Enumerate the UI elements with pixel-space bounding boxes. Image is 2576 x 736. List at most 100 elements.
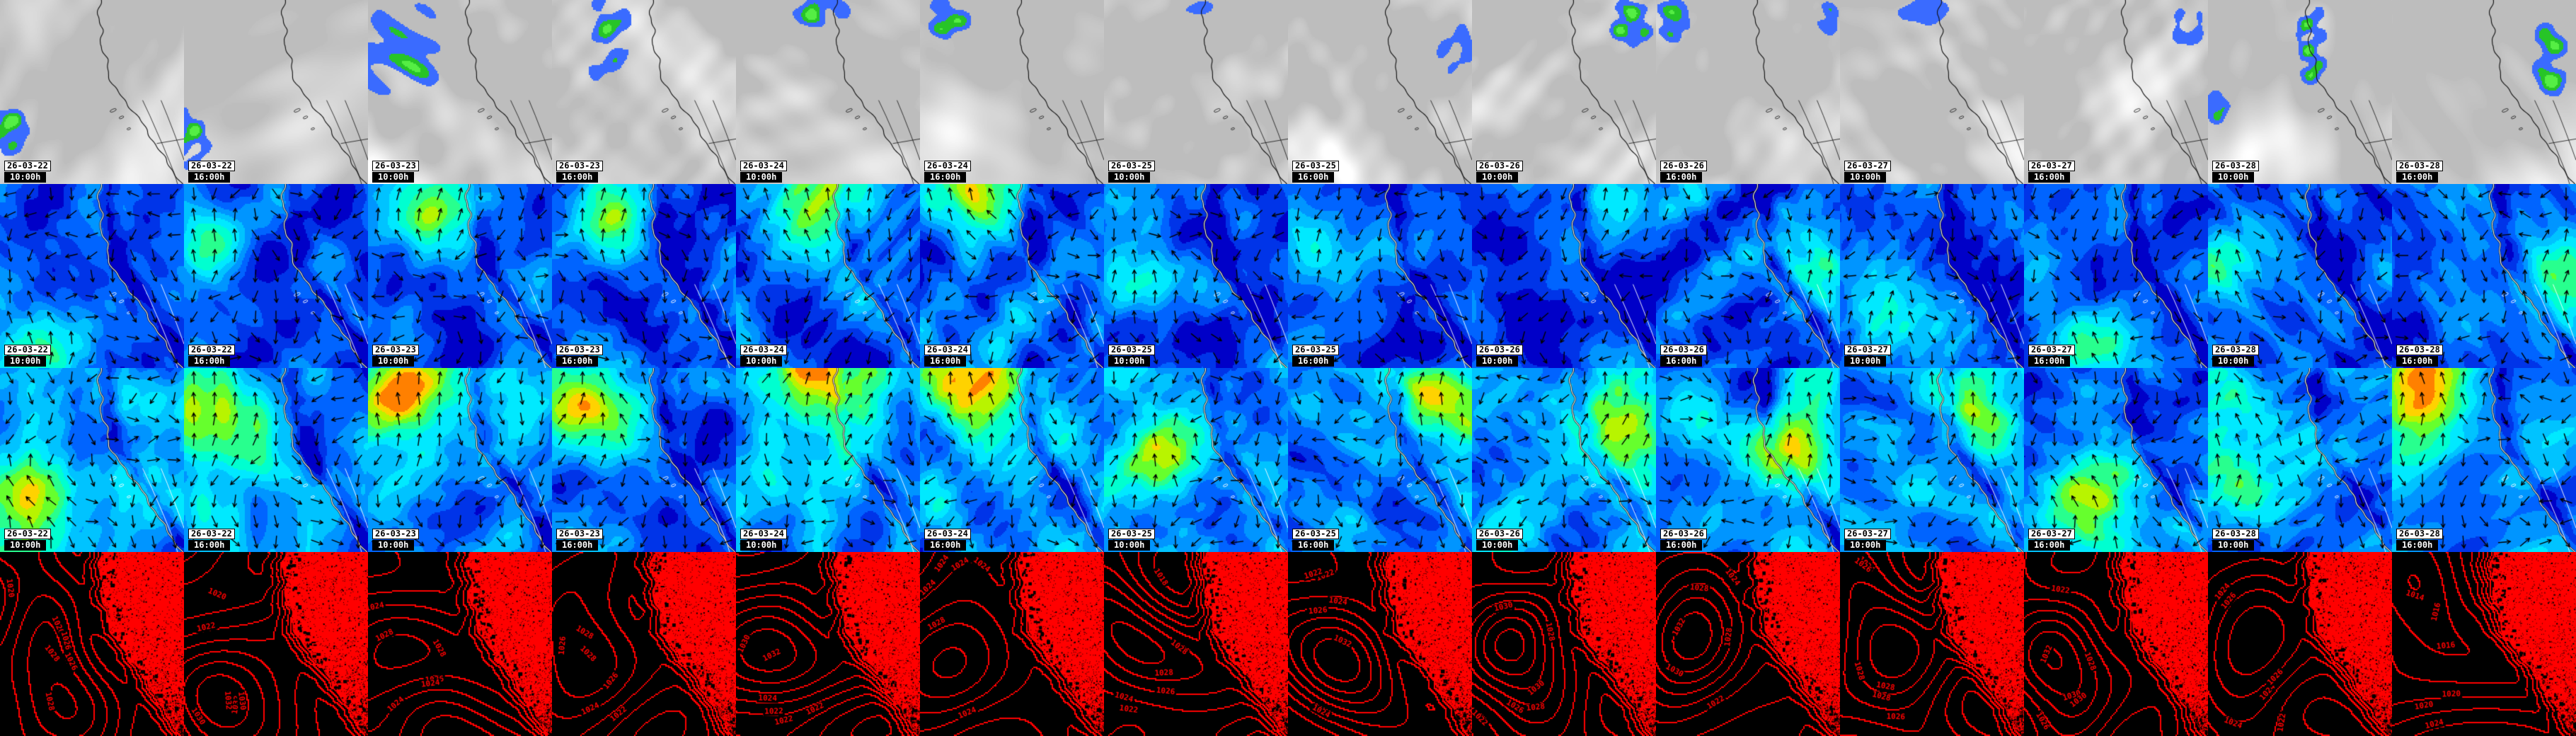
date-label: 26-03-24 xyxy=(740,529,787,539)
time-label: 10:00h xyxy=(1844,356,1887,367)
panel-wind-field-map-b-col1: 26-03-22 10:00h xyxy=(0,368,184,552)
date-label: 26-03-26 xyxy=(1476,345,1523,355)
time-label: 16:00h xyxy=(2028,172,2071,183)
panel-sea-level-pressure-map-col3 xyxy=(368,552,552,736)
panel-sea-level-pressure-map-col1 xyxy=(0,552,184,736)
panel-cloud-cover-precip-map-col1: 26-03-22 10:00h xyxy=(0,0,184,184)
wind-field-map-a-canvas xyxy=(920,184,1104,368)
panel-cloud-cover-precip-map-col8: 26-03-25 16:00h xyxy=(1288,0,1472,184)
wind-field-map-a-canvas xyxy=(1472,184,1656,368)
date-label: 26-03-22 xyxy=(188,161,235,171)
panel-wind-field-map-a-col11: 26-03-27 10:00h xyxy=(1840,184,2024,368)
sea-level-pressure-map-canvas xyxy=(1104,552,1288,736)
time-label: 10:00h xyxy=(740,356,783,367)
cloud-cover-precip-map-canvas xyxy=(2208,0,2392,184)
panel-sea-level-pressure-map-col7 xyxy=(1104,552,1288,736)
panel-cloud-cover-precip-map-col14: 26-03-28 16:00h xyxy=(2392,0,2576,184)
wind-field-map-a-canvas xyxy=(1288,184,1472,368)
date-label: 26-03-24 xyxy=(924,345,971,355)
cloud-cover-precip-map-canvas xyxy=(368,0,552,184)
wind-field-map-a-canvas xyxy=(2208,184,2392,368)
time-label: 10:00h xyxy=(1844,540,1887,551)
time-label: 16:00h xyxy=(1292,356,1335,367)
panel-wind-field-map-a-col13: 26-03-28 10:00h xyxy=(2208,184,2392,368)
panel-wind-field-map-a-col4: 26-03-23 16:00h xyxy=(552,184,736,368)
panel-sea-level-pressure-map-col12 xyxy=(2024,552,2208,736)
wind-field-map-a-canvas xyxy=(368,184,552,368)
sea-level-pressure-map-canvas xyxy=(368,552,552,736)
date-label: 26-03-26 xyxy=(1660,529,1707,539)
panel-wind-field-map-a-col1: 26-03-22 10:00h xyxy=(0,184,184,368)
cloud-cover-precip-map-canvas xyxy=(2392,0,2576,184)
panel-wind-field-map-b-col2: 26-03-22 16:00h xyxy=(184,368,368,552)
panel-cloud-cover-precip-map-col9: 26-03-26 10:00h xyxy=(1472,0,1656,184)
date-label: 26-03-27 xyxy=(1844,161,1891,171)
time-label: 16:00h xyxy=(2396,172,2439,183)
time-label: 10:00h xyxy=(2212,172,2255,183)
panel-sea-level-pressure-map-col9 xyxy=(1472,552,1656,736)
panel-sea-level-pressure-map-col6 xyxy=(920,552,1104,736)
date-label: 26-03-27 xyxy=(2028,529,2075,539)
wind-field-map-a-canvas xyxy=(0,184,184,368)
time-label: 10:00h xyxy=(1108,356,1151,367)
wind-field-map-b-canvas xyxy=(1840,368,2024,552)
panel-wind-field-map-a-col5: 26-03-24 10:00h xyxy=(736,184,920,368)
time-label: 16:00h xyxy=(188,172,231,183)
date-label: 26-03-26 xyxy=(1476,529,1523,539)
wind-field-map-b-canvas xyxy=(1288,368,1472,552)
panel-wind-field-map-a-col2: 26-03-22 16:00h xyxy=(184,184,368,368)
panel-wind-field-map-a-col6: 26-03-24 16:00h xyxy=(920,184,1104,368)
panel-cloud-cover-precip-map-col3: 26-03-23 10:00h xyxy=(368,0,552,184)
time-label: 10:00h xyxy=(1844,172,1887,183)
panel-wind-field-map-b-col9: 26-03-26 10:00h xyxy=(1472,368,1656,552)
sea-level-pressure-map-canvas xyxy=(1656,552,1840,736)
date-label: 26-03-26 xyxy=(1476,161,1523,171)
date-label: 26-03-25 xyxy=(1108,161,1155,171)
wind-field-map-a-canvas xyxy=(2392,184,2576,368)
date-label: 26-03-23 xyxy=(556,161,603,171)
panel-wind-field-map-b-col14: 26-03-28 16:00h xyxy=(2392,368,2576,552)
date-label: 26-03-24 xyxy=(740,161,787,171)
date-label: 26-03-28 xyxy=(2396,161,2443,171)
time-label: 16:00h xyxy=(188,540,231,551)
date-label: 26-03-24 xyxy=(924,529,971,539)
panel-sea-level-pressure-map-col4 xyxy=(552,552,736,736)
panel-wind-field-map-b-col7: 26-03-25 10:00h xyxy=(1104,368,1288,552)
time-label: 16:00h xyxy=(1660,540,1703,551)
wind-field-map-b-canvas xyxy=(1472,368,1656,552)
panel-wind-field-map-a-col7: 26-03-25 10:00h xyxy=(1104,184,1288,368)
time-label: 10:00h xyxy=(372,172,415,183)
date-label: 26-03-23 xyxy=(372,161,419,171)
panel-sea-level-pressure-map-col11 xyxy=(1840,552,2024,736)
sea-level-pressure-map-canvas xyxy=(1472,552,1656,736)
time-label: 16:00h xyxy=(2028,540,2071,551)
date-label: 26-03-22 xyxy=(188,345,235,355)
date-label: 26-03-23 xyxy=(372,345,419,355)
date-label: 26-03-23 xyxy=(556,529,603,539)
date-label: 26-03-27 xyxy=(1844,529,1891,539)
panel-wind-field-map-b-col3: 26-03-23 10:00h xyxy=(368,368,552,552)
cloud-cover-precip-map-canvas xyxy=(1656,0,1840,184)
wind-field-map-b-canvas xyxy=(0,368,184,552)
panel-wind-field-map-b-col5: 26-03-24 10:00h xyxy=(736,368,920,552)
time-label: 16:00h xyxy=(2396,356,2439,367)
wind-field-map-b-canvas xyxy=(920,368,1104,552)
time-label: 10:00h xyxy=(372,540,415,551)
cloud-cover-precip-map-canvas xyxy=(736,0,920,184)
cloud-cover-precip-map-canvas xyxy=(920,0,1104,184)
cloud-cover-precip-map-canvas xyxy=(184,0,368,184)
panel-cloud-cover-precip-map-col6: 26-03-24 16:00h xyxy=(920,0,1104,184)
time-label: 10:00h xyxy=(2212,540,2255,551)
time-label: 10:00h xyxy=(4,540,47,551)
time-label: 10:00h xyxy=(1476,356,1519,367)
panel-sea-level-pressure-map-col8 xyxy=(1288,552,1472,736)
panel-wind-field-map-b-col4: 26-03-23 16:00h xyxy=(552,368,736,552)
time-label: 16:00h xyxy=(1660,356,1703,367)
time-label: 10:00h xyxy=(1108,540,1151,551)
panel-wind-field-map-b-col13: 26-03-28 10:00h xyxy=(2208,368,2392,552)
date-label: 26-03-23 xyxy=(372,529,419,539)
panel-sea-level-pressure-map-col2 xyxy=(184,552,368,736)
date-label: 26-03-28 xyxy=(2396,345,2443,355)
panel-wind-field-map-b-col8: 26-03-25 16:00h xyxy=(1288,368,1472,552)
cloud-cover-precip-map-canvas xyxy=(1104,0,1288,184)
